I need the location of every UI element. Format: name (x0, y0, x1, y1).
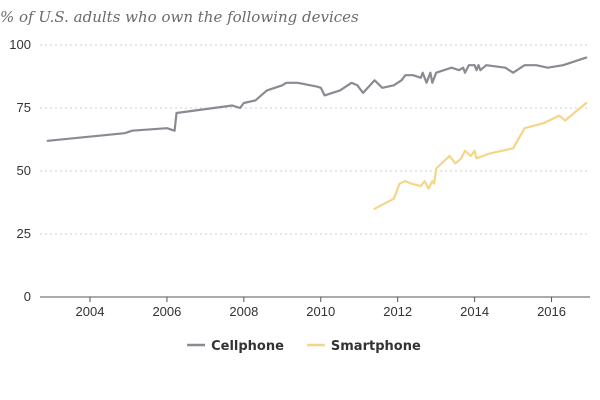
x-axis-ticks: 2004 2006 2008 2010 2012 2014 2016 (76, 297, 566, 319)
chart-subtitle: % of U.S. adults who own the following d… (0, 8, 359, 26)
series-line-cellphone (46, 56, 588, 142)
legend: Cellphone Smartphone (187, 339, 421, 354)
x-tick-label: 2014 (460, 304, 489, 319)
legend-label: Cellphone (211, 339, 284, 354)
series-line-smartphone (373, 101, 588, 210)
y-tick-label: 25 (17, 226, 31, 241)
x-tick-label: 2006 (152, 304, 181, 319)
y-tick-label: 50 (17, 163, 31, 178)
y-tick-label: 0 (24, 289, 31, 304)
series-lines (46, 56, 588, 210)
x-tick-label: 2016 (537, 304, 566, 319)
y-tick-label: 75 (17, 100, 31, 115)
gridlines (40, 44, 590, 298)
x-tick-label: 2004 (76, 304, 105, 319)
x-tick-label: 2008 (229, 304, 258, 319)
legend-item-cellphone: Cellphone (187, 339, 284, 354)
x-tick-label: 2010 (306, 304, 335, 319)
legend-label: Smartphone (331, 339, 421, 354)
y-axis-ticks: 0 25 50 75 100 (9, 37, 31, 304)
legend-item-smartphone: Smartphone (306, 339, 421, 354)
y-tick-label: 100 (9, 37, 31, 52)
x-tick-label: 2012 (383, 304, 412, 319)
